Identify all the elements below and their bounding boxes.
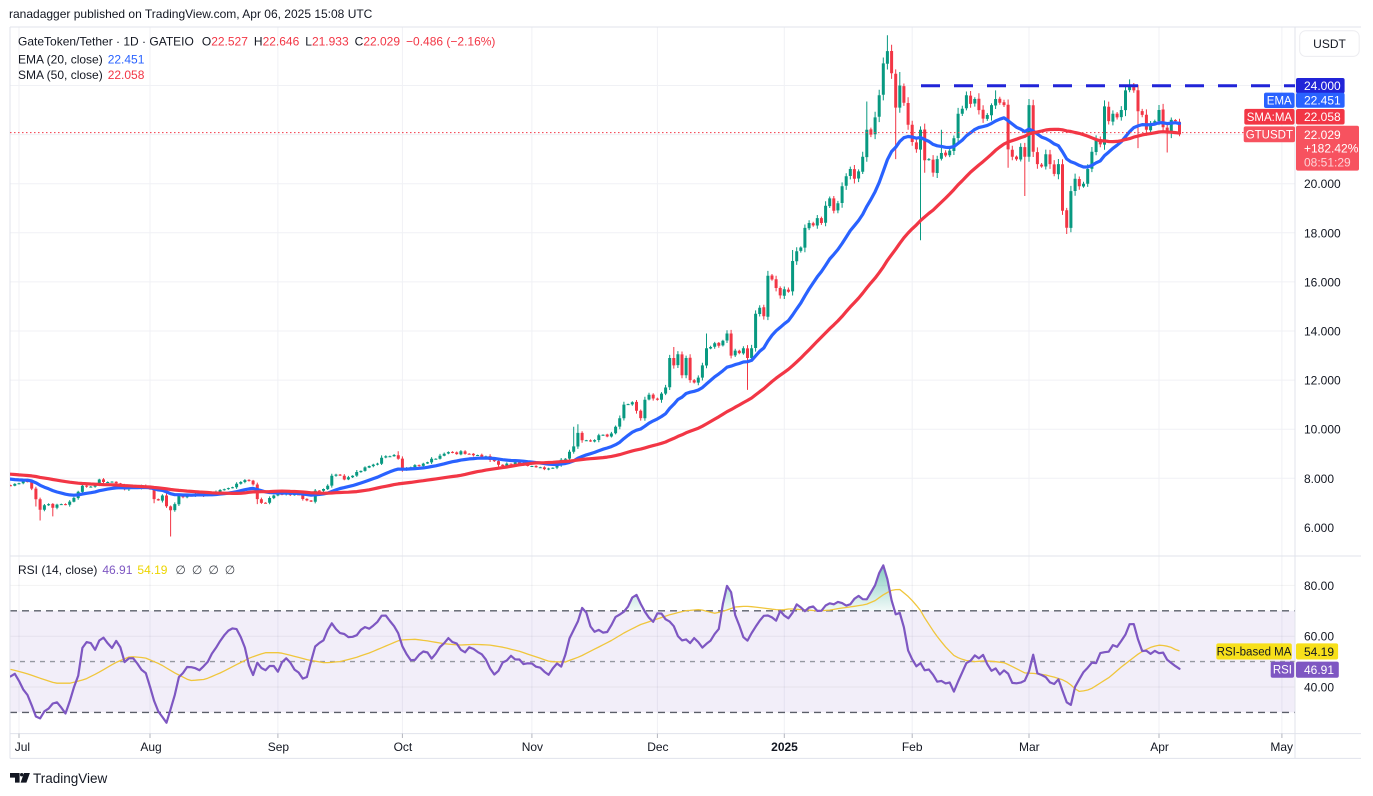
svg-text:40.00: 40.00 (1304, 681, 1334, 695)
svg-text:EMA: EMA (1267, 95, 1292, 107)
svg-text:GTUSDT: GTUSDT (1246, 129, 1293, 141)
svg-text:22.029: 22.029 (1304, 128, 1341, 142)
svg-text:80.00: 80.00 (1304, 579, 1334, 593)
svg-text:Dec: Dec (647, 740, 668, 754)
svg-text:10.000: 10.000 (1304, 423, 1341, 437)
svg-text:SMA (50, close)22.058: SMA (50, close) 22.058 (18, 68, 145, 82)
svg-text:8.000: 8.000 (1304, 472, 1334, 486)
svg-text:24.000: 24.000 (1304, 79, 1341, 93)
svg-text:6.000: 6.000 (1304, 521, 1334, 535)
svg-text:May: May (1270, 740, 1293, 754)
svg-text:Mar: Mar (1019, 740, 1040, 754)
svg-text:SMA:MA: SMA:MA (1247, 112, 1293, 124)
svg-text:RSI-based MA: RSI-based MA (1217, 646, 1292, 658)
svg-text:20.000: 20.000 (1304, 177, 1341, 191)
svg-text:Feb: Feb (902, 740, 923, 754)
svg-text:USDT: USDT (1313, 37, 1346, 51)
svg-text:ranadagger published on Tradin: ranadagger published on TradingView.com,… (9, 7, 373, 21)
svg-text:60.00: 60.00 (1304, 630, 1334, 644)
svg-text:22.058: 22.058 (1304, 110, 1341, 124)
svg-text:2025: 2025 (771, 740, 798, 754)
svg-text:Apr: Apr (1150, 740, 1169, 754)
svg-text:14.000: 14.000 (1304, 325, 1341, 339)
svg-text:12.000: 12.000 (1304, 374, 1341, 388)
svg-text:GateToken/Tether · 1D · GATEIO: GateToken/Tether · 1D · GATEIO O22.527 H22… (18, 35, 495, 49)
svg-text:+182.42%: +182.42% (1304, 142, 1359, 156)
svg-text:54.19: 54.19 (1304, 645, 1334, 659)
svg-text:RSI: RSI (1273, 665, 1292, 677)
svg-text:Oct: Oct (394, 740, 413, 754)
svg-text:16.000: 16.000 (1304, 275, 1341, 289)
svg-text:Nov: Nov (522, 740, 543, 754)
svg-text:18.000: 18.000 (1304, 226, 1341, 240)
svg-text:22.451: 22.451 (1304, 94, 1341, 108)
svg-text:08:51:29: 08:51:29 (1304, 155, 1351, 169)
svg-text:TradingView: TradingView (33, 771, 108, 786)
svg-text:46.91: 46.91 (1304, 663, 1334, 677)
svg-text:Sep: Sep (268, 740, 290, 754)
svg-text:Aug: Aug (140, 740, 161, 754)
svg-text:Jul: Jul (15, 740, 30, 754)
svg-text:EMA (20, close)22.451: EMA (20, close) 22.451 (18, 53, 145, 67)
